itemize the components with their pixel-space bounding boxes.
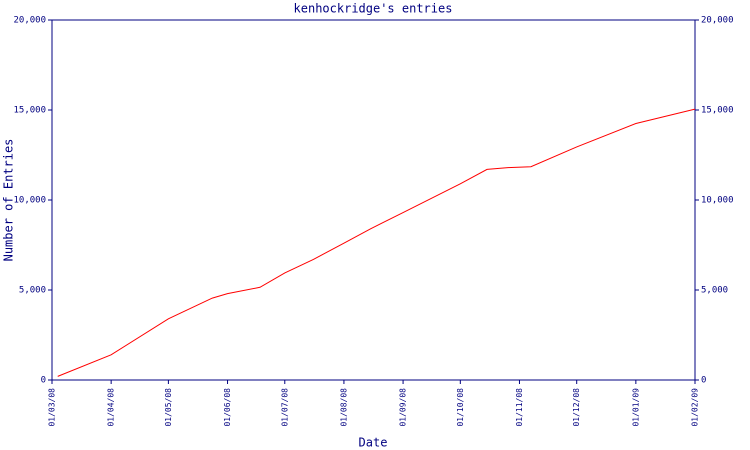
y-tick-label: 20,000 [13,16,46,26]
x-tick-label: 01/06/08 [223,388,232,427]
y-axis-label: Number of Entries [2,139,16,262]
x-tick-label: 01/05/08 [164,388,173,427]
data-line [57,108,696,377]
y-tick-label: 15,000 [13,106,46,116]
x-axis-label: Date [359,436,388,450]
chart-title: kenhockridge's entries [294,2,453,16]
x-tick-label: 01/04/08 [107,388,116,427]
y-tick-label: 10,000 [13,196,46,206]
x-tick-label: 01/02/09 [691,388,700,427]
x-tick-label: 01/11/08 [515,388,524,427]
x-tick-label: 01/12/08 [572,388,581,427]
x-tick-label: 01/10/08 [456,388,465,427]
x-tick-label: 01/08/08 [339,388,348,427]
y2-tick-label: 20,000 [701,16,734,26]
y2-tick-label: 0 [701,376,706,386]
y2-tick-label: 10,000 [701,196,734,206]
y-tick-label: 0 [41,376,46,386]
x-tick-label: 01/03/08 [48,388,57,427]
x-tick-label: 01/07/08 [280,388,289,427]
x-tick-label: 01/01/09 [631,388,640,427]
y-tick-label: 5,000 [19,286,46,296]
plot-frame [51,19,696,381]
y2-tick-label: 15,000 [701,106,734,116]
x-tick-label: 01/09/08 [399,388,408,427]
y2-tick-label: 5,000 [701,286,728,296]
